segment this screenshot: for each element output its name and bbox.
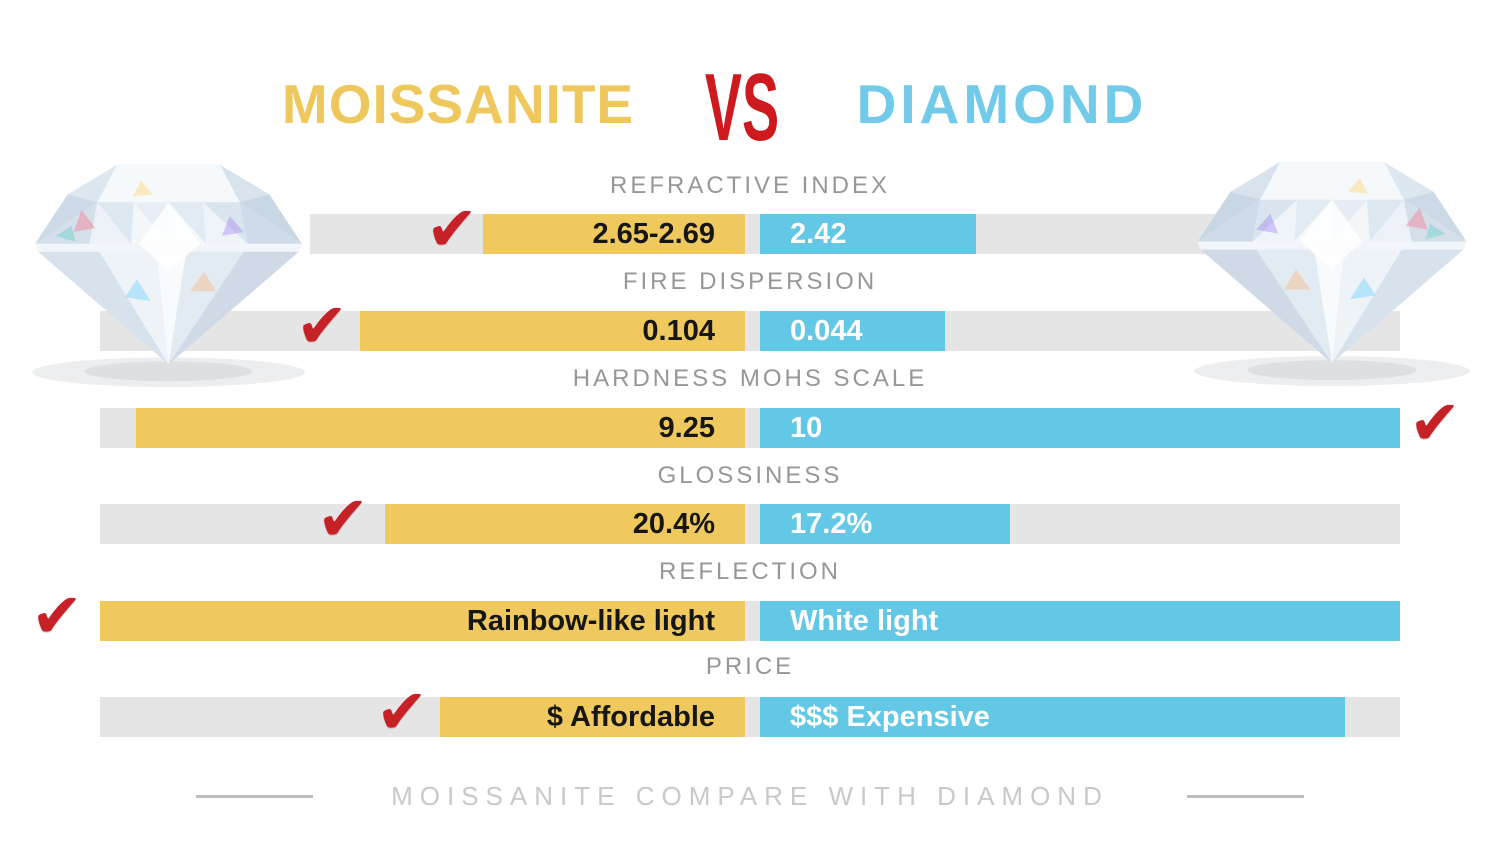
diamond-value: 17.2% (790, 508, 873, 540)
moissanite-bar: 20.4% (385, 504, 745, 544)
category-label: GLOSSINESS (657, 462, 843, 489)
diamond-value: $$$ Expensive (790, 701, 990, 733)
moissanite-value: 2.65-2.69 (592, 218, 715, 250)
moissanite-value: 20.4% (632, 508, 715, 540)
diamond-value: 0.044 (790, 315, 863, 347)
category-label: REFLECTION (658, 558, 841, 585)
diamond-image-right (1182, 142, 1482, 391)
category-label: REFRACTIVE INDEX (609, 172, 891, 199)
bar-track (100, 311, 1400, 351)
bar-track (100, 504, 1400, 544)
category-label: HARDNESS MOHS SCALE (572, 365, 928, 392)
diamond-bar: 10 (760, 408, 1400, 448)
moissanite-value: Rainbow-like light (466, 605, 715, 637)
diamond-value: White light (790, 605, 939, 637)
footer-caption: MOISSANITE COMPARE WITH DIAMOND (391, 781, 1109, 811)
winner-checkmark-icon: ✔ (296, 292, 348, 361)
diamond-bar: 17.2% (760, 504, 1010, 544)
winner-checkmark-icon: ✔ (31, 582, 83, 651)
category-label: FIRE DISPERSION (622, 268, 878, 295)
title-moissanite: MOISSANITE (281, 73, 635, 135)
moissanite-bar: 9.25 (136, 408, 745, 448)
moissanite-bar: $ Affordable (440, 697, 745, 737)
moissanite-value: 0.104 (642, 315, 715, 347)
diamond-bar: 0.044 (760, 311, 945, 351)
diamond-value: 2.42 (790, 218, 847, 250)
moissanite-bar: Rainbow-like light (100, 601, 745, 641)
winner-checkmark-icon: ✔ (317, 485, 369, 554)
winner-checkmark-icon: ✔ (426, 195, 478, 264)
moissanite-value: 9.25 (658, 412, 715, 444)
winner-checkmark-icon: ✔ (376, 678, 428, 747)
winner-checkmark-icon: ✔ (1409, 389, 1461, 458)
title-vs: VS (704, 54, 780, 161)
footer-line-right (1186, 795, 1304, 798)
title-diamond: DIAMOND (856, 73, 1148, 135)
diamond-bar: $$$ Expensive (760, 697, 1345, 737)
moissanite-bar: 2.65-2.69 (483, 214, 745, 254)
diamond-image-left (20, 145, 317, 392)
category-label: PRICE (705, 653, 795, 680)
footer-line-left (196, 795, 314, 798)
moissanite-value: $ Affordable (546, 701, 715, 733)
moissanite-bar: 0.104 (360, 311, 745, 351)
diamond-bar: 2.42 (760, 214, 976, 254)
diamond-value: 10 (790, 412, 823, 444)
footer: MOISSANITE COMPARE WITH DIAMOND (0, 781, 1500, 812)
diamond-bar: White light (760, 601, 1400, 641)
